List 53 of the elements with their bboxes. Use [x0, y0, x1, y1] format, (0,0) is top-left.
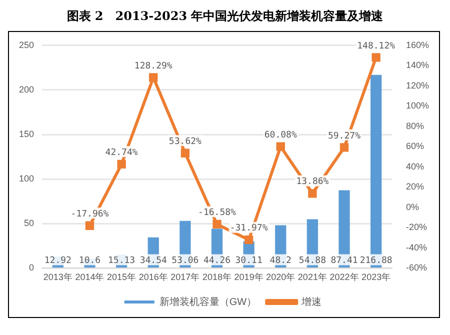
x-tick-label: 2013年	[43, 272, 72, 282]
y-tick-label: 0	[29, 262, 34, 273]
data-label: 15.13	[108, 256, 136, 266]
legend-label: 新增装机容量（GW）	[159, 296, 257, 308]
data-label: -16.58%	[198, 208, 237, 218]
data-label: 53.62%	[168, 136, 202, 147]
data-label: 12.92	[44, 256, 72, 266]
data-label: 148.12%	[357, 41, 396, 52]
y2-tick-label: -40%	[406, 242, 427, 252]
legend-label: 增速	[300, 296, 322, 308]
y2-tick-label: 0%	[406, 202, 419, 212]
y-tick-label: 50	[24, 218, 34, 228]
data-label: 10.6	[78, 256, 101, 266]
x-tick-label: 2020年	[266, 272, 296, 282]
x-tick-label: 2022年	[330, 272, 359, 282]
y2-tick-label: 100%	[406, 100, 430, 111]
data-label: 60.08%	[264, 130, 298, 140]
data-label: 59.27%	[328, 131, 362, 142]
y2-tick-label: 120%	[406, 80, 430, 90]
x-tick-label: 2015年	[107, 272, 136, 282]
data-label: 87.41	[330, 256, 358, 266]
y-tick-label: 150	[18, 129, 34, 140]
data-label: 54.88	[298, 256, 326, 266]
x-tick-label: 2023年	[362, 272, 391, 282]
y-tick-label: 200	[18, 84, 34, 94]
data-label: 216.88	[360, 256, 392, 266]
y2-tick-label: 80%	[406, 120, 424, 131]
y2-tick-label: -20%	[406, 222, 427, 232]
y-tick-label: 250	[18, 40, 34, 50]
y2-tick-label: 160%	[406, 40, 430, 50]
x-tick-label: 2014年	[75, 272, 104, 282]
data-label: 128.29%	[134, 61, 173, 72]
y2-tick-label: 140%	[406, 60, 430, 70]
y2-tick-label: 60%	[406, 141, 424, 152]
data-label: 44.26	[203, 256, 231, 266]
data-label: 13.86%	[296, 177, 330, 188]
x-tick-label: 2017年	[170, 272, 200, 282]
data-label: 42.74%	[105, 148, 138, 158]
data-label: 48.2	[270, 256, 292, 266]
x-tick-label: 2019年	[234, 272, 264, 282]
y2-tick-label: 40%	[406, 161, 424, 172]
y-tick-label: 100	[18, 174, 34, 184]
x-tick-label: 2018年	[202, 272, 232, 282]
x-tick-label: 2021年	[298, 272, 327, 282]
x-tick-label: 2016年	[138, 272, 168, 282]
chart-title: 图表 2 2013-2023 年中国光伏发电新增装机容量及增速	[66, 8, 384, 25]
data-label: 53.06	[172, 256, 199, 266]
data-label: -31.97%	[230, 224, 268, 234]
data-label: 30.11	[235, 256, 262, 266]
y2-tick-label: -60%	[406, 262, 427, 273]
y2-tick-label: 20%	[406, 182, 424, 192]
data-label: -17.96%	[70, 209, 110, 220]
data-label: 34.54	[140, 256, 167, 266]
